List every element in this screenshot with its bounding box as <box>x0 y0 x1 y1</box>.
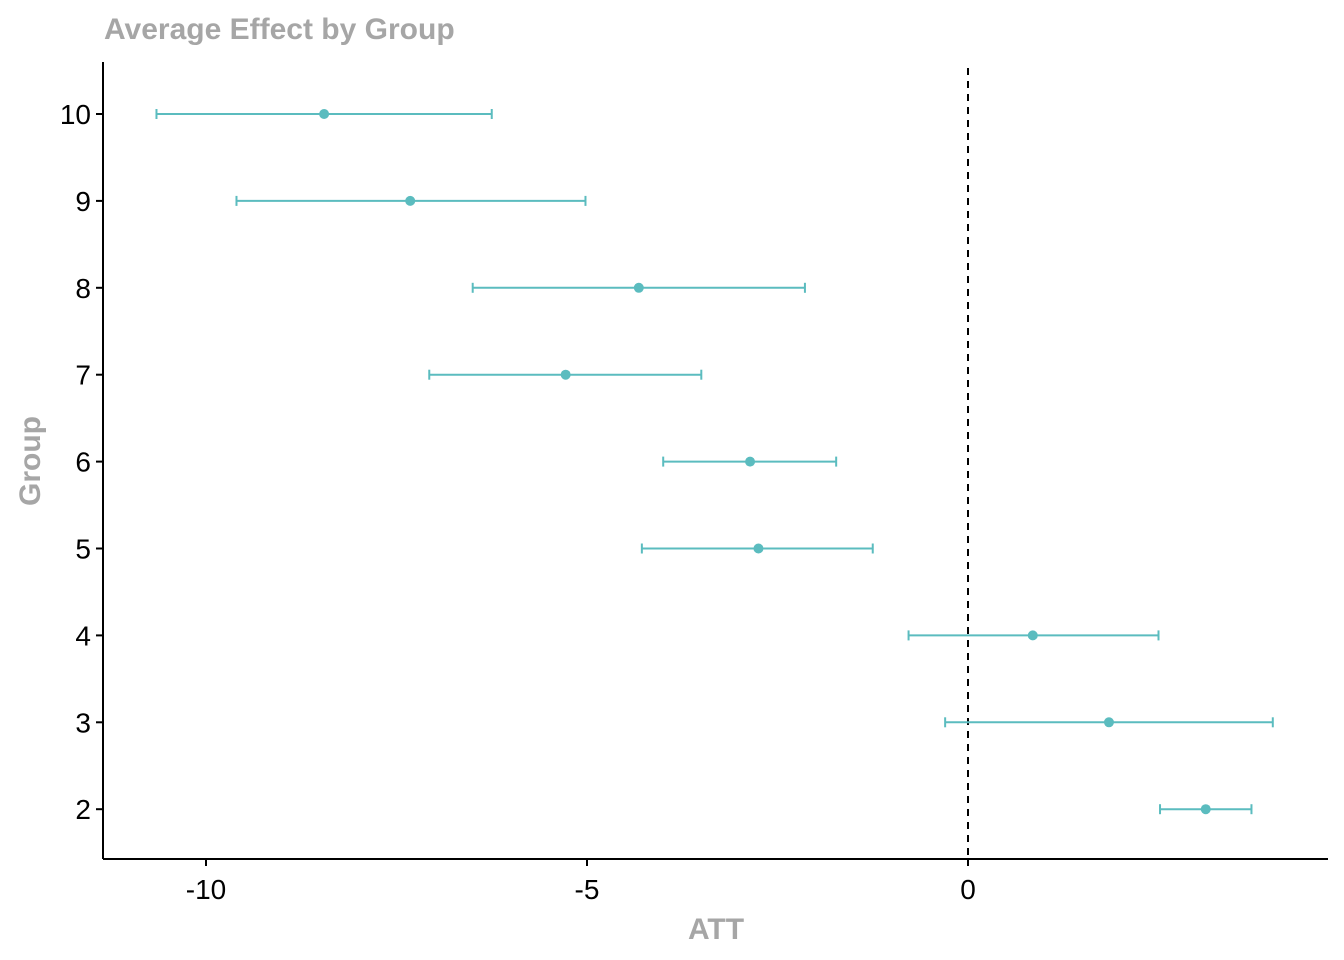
y-tick-label: 3 <box>75 707 91 738</box>
x-tick-label: -5 <box>575 874 600 905</box>
point-range-group-2 <box>1159 804 1253 815</box>
point-range-group-6 <box>662 456 838 467</box>
data-point <box>405 195 416 206</box>
point-range-group-4 <box>907 630 1160 641</box>
y-tick-label: 10 <box>60 99 91 130</box>
y-tick-label: 7 <box>75 360 91 391</box>
point-range-group-3 <box>944 717 1274 728</box>
chart-title: Average Effect by Group <box>104 13 455 46</box>
point-range-group-9 <box>235 195 587 206</box>
point-range-group-8 <box>471 282 806 293</box>
y-tick-label: 5 <box>75 534 91 565</box>
y-tick-label: 4 <box>75 620 91 651</box>
point-range-group-10 <box>155 109 493 119</box>
data-point <box>1027 630 1038 641</box>
y-axis-title: Group <box>14 416 47 506</box>
y-tick-label: 2 <box>75 794 91 825</box>
x-tick-label: -10 <box>186 874 226 905</box>
data-point <box>753 543 764 554</box>
ticks-layer: 10 9 8 7 6 5 4 3 2 -10 -5 0 <box>60 99 976 905</box>
marks-layer <box>155 109 1274 815</box>
x-tick-label: 0 <box>960 874 976 905</box>
data-point <box>1103 717 1114 728</box>
point-range-group-7 <box>428 369 703 380</box>
point-range-group-5 <box>640 543 874 554</box>
axes-layer <box>102 62 1328 860</box>
data-point <box>1200 804 1211 815</box>
data-point <box>633 282 644 293</box>
data-point <box>319 109 330 119</box>
y-tick-label: 6 <box>75 447 91 478</box>
x-axis-title: ATT <box>688 913 744 946</box>
data-point <box>560 369 571 380</box>
y-tick-label: 8 <box>75 273 91 304</box>
data-point <box>745 456 756 467</box>
y-tick-label: 9 <box>75 186 91 217</box>
